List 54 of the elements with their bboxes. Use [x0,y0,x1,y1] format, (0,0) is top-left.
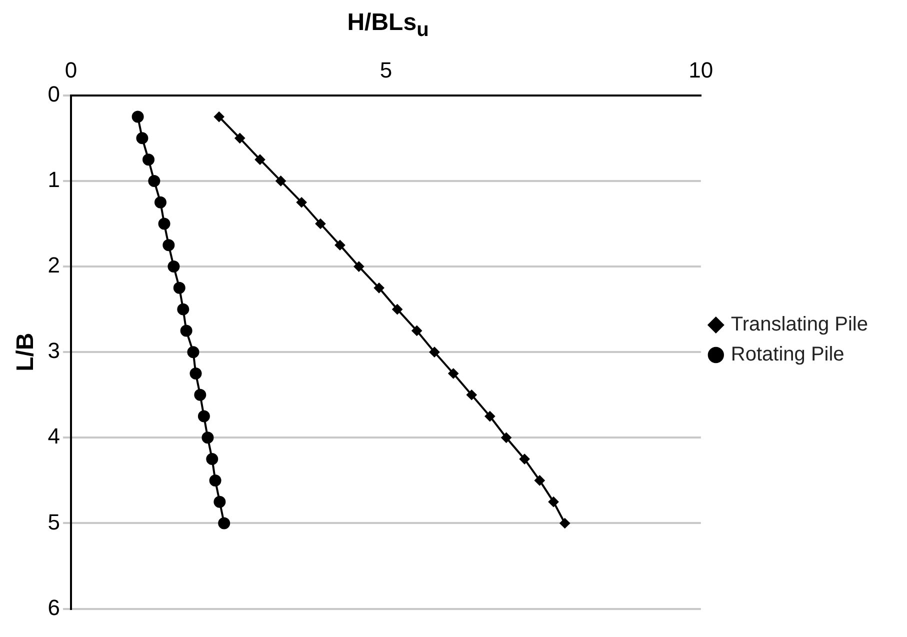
point [132,110,144,123]
point [162,238,175,251]
x-tick-label: 5 [380,57,392,82]
point [520,454,530,464]
x-axis-title: H/BLs$_{u}$ [346,8,430,43]
point [194,388,206,401]
point [198,410,210,422]
point [276,176,286,186]
point [374,282,384,293]
point [448,368,458,378]
point [234,132,245,143]
y-axis-title: L/B [12,332,40,372]
point [136,132,148,144]
point [202,431,214,444]
point [254,154,265,164]
point [190,367,202,380]
point [187,346,200,358]
legend-label: Translating Pile [730,313,868,336]
y-tick-label: 3 [48,338,60,363]
point [218,517,230,530]
point [484,411,495,422]
point [334,240,345,250]
point [206,452,218,465]
x-tick-label: 10 [688,57,714,82]
y-tick-label: 0 [48,81,60,106]
point [412,326,422,336]
x-tick-label: 0 [64,57,78,82]
y-tick-label: 5 [48,509,60,534]
y-tick-label: 4 [48,424,60,449]
point [173,282,186,294]
point [177,303,190,316]
point [466,390,477,400]
point [560,518,570,528]
point [154,196,166,208]
point [168,260,180,272]
point [148,174,160,187]
point [142,153,155,166]
point [158,218,170,230]
point [315,218,326,229]
point [214,496,226,508]
point [429,346,440,357]
point [392,304,402,314]
point [354,261,364,272]
point [214,112,224,122]
legend-label: Rotating Pile [730,343,844,366]
point [548,496,559,507]
point [501,432,512,442]
y-tick-label: 2 [48,252,60,278]
point [296,197,307,208]
y-tick-label: 6 [48,594,60,620]
point [209,474,222,486]
point [534,475,545,486]
y-tick-label: 1 [48,166,60,192]
point [180,324,192,337]
